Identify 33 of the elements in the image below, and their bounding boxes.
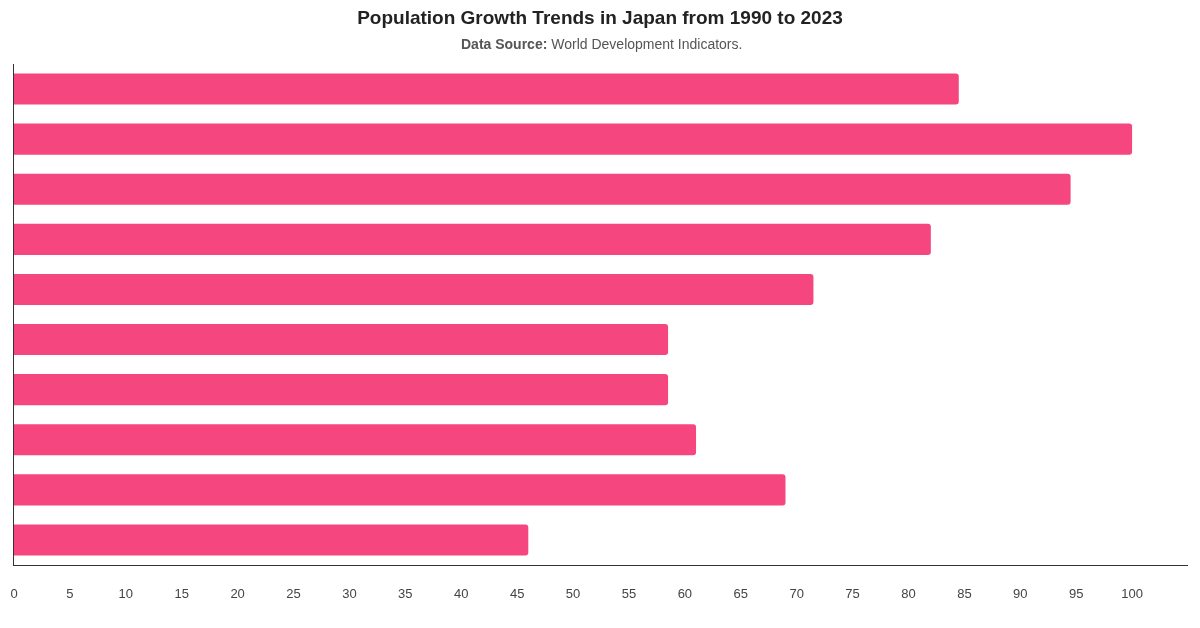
x-tick-label: 45 [509,585,525,601]
x-tick-label: 90 [1013,585,1028,601]
bar [14,424,697,456]
x-tick-label: 5 [66,585,74,601]
x-tick-label: 85 [957,585,972,601]
x-tick-label: 0 [10,585,18,601]
x-tick-label: 40 [454,585,469,601]
bar [14,524,529,556]
bar [14,223,931,255]
x-tick-label: 100 [1121,585,1143,601]
x-tick-label: 65 [733,585,748,601]
x-tick-label: 15 [174,585,189,601]
bar [14,324,669,356]
x-tick-label: 25 [286,585,301,601]
x-tick-label: 30 [342,585,357,601]
bar [14,173,1071,205]
bar [14,73,959,105]
x-tick-label: 80 [901,585,916,601]
x-tick-label: 60 [677,585,693,601]
x-tick-label: 50 [565,585,581,601]
x-tick-label: 10 [118,585,134,601]
x-tick-label: 20 [230,585,245,601]
bar [14,474,786,506]
bar [14,273,814,305]
x-tick-label: 95 [1068,585,1084,601]
x-tick-label: 75 [845,585,860,601]
chart-title: Population Growth Trends in Japan from 1990 to 2023 [357,6,843,28]
x-tick-label: 35 [398,585,413,601]
x-tick-label: 55 [621,585,637,601]
bar [14,123,1133,155]
bar [14,374,669,406]
x-tick-label: 70 [789,585,804,601]
chart-subtitle: Data Source: World Development Indicators. [461,36,743,52]
